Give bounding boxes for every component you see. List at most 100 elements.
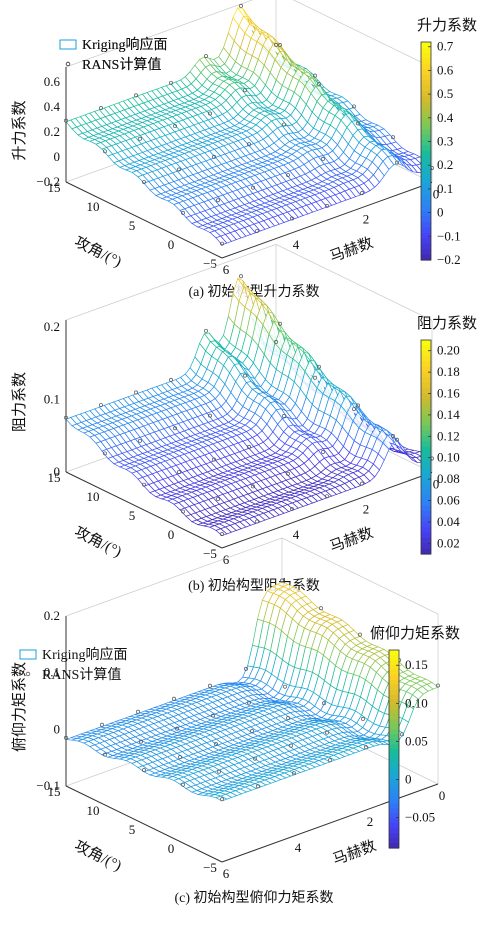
colorbar-tick-label: −0.2 xyxy=(437,252,461,267)
colorbar-segment xyxy=(421,80,431,87)
colorbar-segment xyxy=(421,447,431,453)
colorbar-segment xyxy=(389,719,399,725)
box-edge xyxy=(281,537,439,615)
colorbar-segment xyxy=(421,243,431,250)
colorbar-segment xyxy=(421,227,431,234)
colorbar-segment xyxy=(421,505,431,512)
colorbar-tick-label: 0.02 xyxy=(437,535,460,550)
colorbar-tick-label: 0.20 xyxy=(437,343,460,358)
x-axis-label: 马赫数 xyxy=(327,234,375,265)
rans-point xyxy=(220,532,224,537)
colorbar-segment xyxy=(389,773,399,780)
rans-point xyxy=(103,149,107,154)
rans-point xyxy=(317,82,321,87)
y-tick-label: 10 xyxy=(87,489,100,504)
colorbar-segment xyxy=(421,107,431,114)
z-tick-label: −0.2 xyxy=(36,174,60,189)
rans-point xyxy=(208,111,212,116)
y-tick-label: −5 xyxy=(203,256,217,271)
colorbar-segment xyxy=(389,823,399,829)
colorbar-tick-label: 0.04 xyxy=(437,514,460,529)
legend-surface-label: Kriging响应面 xyxy=(82,36,168,53)
panel-caption: (c) 初始构型俯仰力矩系数 xyxy=(174,889,333,906)
rans-point xyxy=(278,321,282,326)
colorbar-segment xyxy=(389,704,399,710)
rans-point xyxy=(286,173,290,177)
colorbar-segment xyxy=(421,516,431,523)
rans-point xyxy=(177,470,181,475)
x-axis-line xyxy=(221,471,433,549)
colorbar-segment xyxy=(389,813,399,819)
rans-point xyxy=(136,709,140,714)
box-edge xyxy=(275,244,433,321)
rans-point xyxy=(317,364,321,369)
colorbar-segment xyxy=(389,793,399,800)
rans-point xyxy=(212,457,216,462)
x-tick-label: 0 xyxy=(433,476,440,491)
x-tick-label: 4 xyxy=(295,840,302,855)
colorbar-segment xyxy=(421,238,431,245)
rans-point xyxy=(243,373,247,378)
z-axis-label: 俯仰力矩系数 xyxy=(11,662,28,752)
x-tick-label: 4 xyxy=(293,237,300,252)
colorbar-segment xyxy=(421,377,431,384)
colorbar-segment xyxy=(421,388,431,395)
rans-point xyxy=(204,54,208,58)
y-tick-label: −5 xyxy=(203,546,217,561)
rans-point xyxy=(142,180,146,185)
y-tick-label: 5 xyxy=(129,822,136,837)
x-tick-label: 0 xyxy=(433,186,440,201)
colorbar-segment xyxy=(421,361,431,368)
colorbar-segment xyxy=(421,356,431,362)
y-tick-label: 15 xyxy=(48,180,61,195)
z-axis-label: 升力系数 xyxy=(11,100,28,160)
colorbar-segment xyxy=(389,758,399,765)
colorbar-tick-label: 0.06 xyxy=(437,493,460,508)
colorbar-segment xyxy=(421,69,431,76)
x-tick-label: 2 xyxy=(363,502,370,517)
colorbar-segment xyxy=(421,58,431,65)
x-axis-label: 马赫数 xyxy=(327,524,375,555)
colorbar-segment xyxy=(421,47,431,54)
colorbar-title: 升力系数 xyxy=(417,17,477,34)
rans-point xyxy=(313,375,317,380)
colorbar-segment xyxy=(421,420,431,427)
colorbar-segment xyxy=(421,112,431,119)
rans-point xyxy=(247,444,251,449)
rans-point xyxy=(208,413,212,418)
colorbar-segment xyxy=(389,838,399,844)
y-tick-label: 10 xyxy=(87,199,100,214)
colorbar-title: 阻力系数 xyxy=(417,315,477,332)
rans-point xyxy=(356,403,360,408)
colorbar-segment xyxy=(421,473,431,480)
z-tick-label: 0 xyxy=(54,721,61,736)
y-axis-line xyxy=(65,785,223,863)
colorbar-frame xyxy=(420,339,432,555)
legend-surface-label: Kriging响应面 xyxy=(82,36,168,53)
colorbar-segment xyxy=(421,452,431,459)
x-tick-label: 6 xyxy=(223,866,230,881)
colorbar-segment xyxy=(421,232,431,239)
colorbar-segment xyxy=(389,669,399,676)
colorbar-segment xyxy=(389,768,399,775)
colorbar-tick-label: 0.3 xyxy=(437,134,453,149)
rans-point xyxy=(172,696,176,701)
colorbar-tick-label: 0.5 xyxy=(437,86,453,101)
colorbar-segment xyxy=(421,249,431,256)
rans-point xyxy=(216,198,220,203)
colorbar-segment xyxy=(421,463,431,469)
colorbar-segment xyxy=(389,659,399,666)
colorbar-segment xyxy=(421,511,431,518)
rans-point xyxy=(99,106,103,110)
colorbar-tick-label: 0.10 xyxy=(437,450,460,465)
colorbar-segment xyxy=(421,194,431,201)
colorbar-tick-label: 0.05 xyxy=(405,733,428,748)
box-edge xyxy=(292,0,433,68)
y-tick-label: 5 xyxy=(129,218,136,233)
colorbar-segment xyxy=(389,729,399,735)
rans-point xyxy=(313,73,317,78)
colorbar-segment xyxy=(421,430,431,437)
surface-mesh xyxy=(65,7,433,246)
colorbar-segment xyxy=(421,537,431,544)
